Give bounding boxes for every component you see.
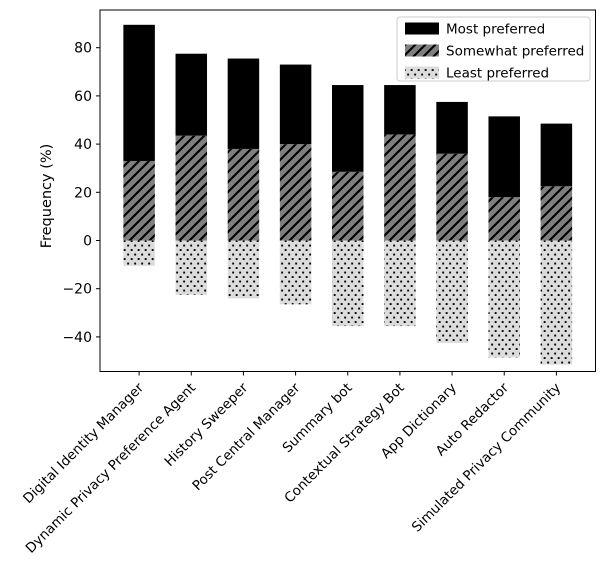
bar-app-dictionary-least-preferred [436,240,468,343]
bar-history-sweeper-least-preferred [227,240,260,299]
bar-post-central-manager-most-preferred [279,64,312,145]
bar-contextual-strategy-bot-somewhat-preferred [384,134,416,241]
bar-summary-bot-least-preferred [332,240,364,327]
bar-dynamic-privacy-preference-agent-most-preferred [175,53,208,136]
legend-label-somewhat-preferred: Somewhat preferred [446,44,584,60]
y-tick-label: 80 [74,41,92,57]
bar-digital-identity-manager-somewhat-preferred [123,160,155,241]
legend-swatch-most-preferred [405,22,439,35]
legend-label-most-preferred: Most preferred [446,22,545,38]
bar-simulated-privacy-community-least-preferred [540,240,573,365]
bar-digital-identity-manager-least-preferred [123,240,155,266]
y-tick-label: −40 [62,330,92,346]
bar-history-sweeper-somewhat-preferred [227,148,260,241]
bar-dynamic-privacy-preference-agent-least-preferred [175,240,208,295]
y-tick-label: 40 [74,137,92,153]
legend-label-least-preferred: Least preferred [446,66,549,82]
bar-summary-bot-somewhat-preferred [332,171,364,241]
bar-auto-redactor-most-preferred [488,116,520,198]
bar-post-central-manager-least-preferred [279,240,312,305]
bar-app-dictionary-most-preferred [436,101,468,154]
bar-digital-identity-manager-most-preferred [123,24,155,161]
bar-simulated-privacy-community-somewhat-preferred [540,186,573,241]
bar-summary-bot-most-preferred [332,85,364,172]
bar-history-sweeper-most-preferred [227,58,260,149]
y-axis-label: Frequency (%) [39,143,55,249]
bar-dynamic-privacy-preference-agent-somewhat-preferred [175,135,208,241]
bar-contextual-strategy-bot-most-preferred [384,85,416,135]
y-tick-label: 20 [74,185,92,201]
legend-swatch-least-preferred [405,66,439,79]
bar-app-dictionary-somewhat-preferred [436,153,468,241]
y-tick-label: 60 [74,89,92,105]
bar-auto-redactor-somewhat-preferred [488,197,520,241]
legend-swatch-somewhat-preferred [405,44,439,57]
bar-contextual-strategy-bot-least-preferred [384,240,416,327]
y-tick-label: 0 [83,234,92,250]
y-tick-label: −20 [62,282,92,298]
bar-auto-redactor-least-preferred [488,240,520,358]
legend-box [396,16,591,82]
bar-simulated-privacy-community-most-preferred [540,123,573,187]
bar-post-central-manager-somewhat-preferred [279,144,312,241]
